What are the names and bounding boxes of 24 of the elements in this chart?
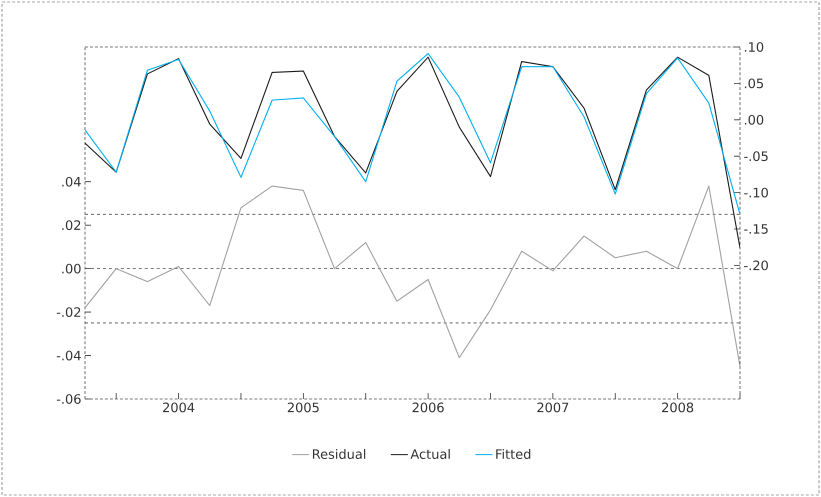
y2-tick-label: .10 xyxy=(744,42,764,52)
x-tick-label: 2007 xyxy=(537,402,568,412)
legend-label: Fitted xyxy=(496,448,530,459)
line-series xyxy=(85,53,740,215)
y-tick-label: .04 xyxy=(62,176,81,187)
y2-tick-label: -.05 xyxy=(744,151,768,162)
y2-tick-label: .00 xyxy=(744,114,764,125)
x-tick-label: 2008 xyxy=(662,402,694,412)
x-tick-label: 2004 xyxy=(163,402,194,412)
y-tick-label: .00 xyxy=(62,264,81,274)
line-series xyxy=(85,56,740,248)
line-series xyxy=(84,186,741,367)
y2-tick-label: -.20 xyxy=(744,260,768,270)
y-tick-label: -.04 xyxy=(56,350,81,360)
legend-label: Residual xyxy=(312,448,366,459)
y2-tick-label: .05 xyxy=(744,78,763,88)
y-tick-label: -.02 xyxy=(56,307,80,317)
y-tick-label: -.06 xyxy=(56,394,81,404)
y2-tick-label: -.10 xyxy=(744,188,768,198)
y2-tick-label: -.15 xyxy=(744,224,768,234)
legend-label: Actual xyxy=(410,448,450,459)
x-tick-label: 2005 xyxy=(288,402,319,412)
y-tick-label: .02 xyxy=(62,220,80,230)
x-tick-label: 2006 xyxy=(412,402,444,412)
